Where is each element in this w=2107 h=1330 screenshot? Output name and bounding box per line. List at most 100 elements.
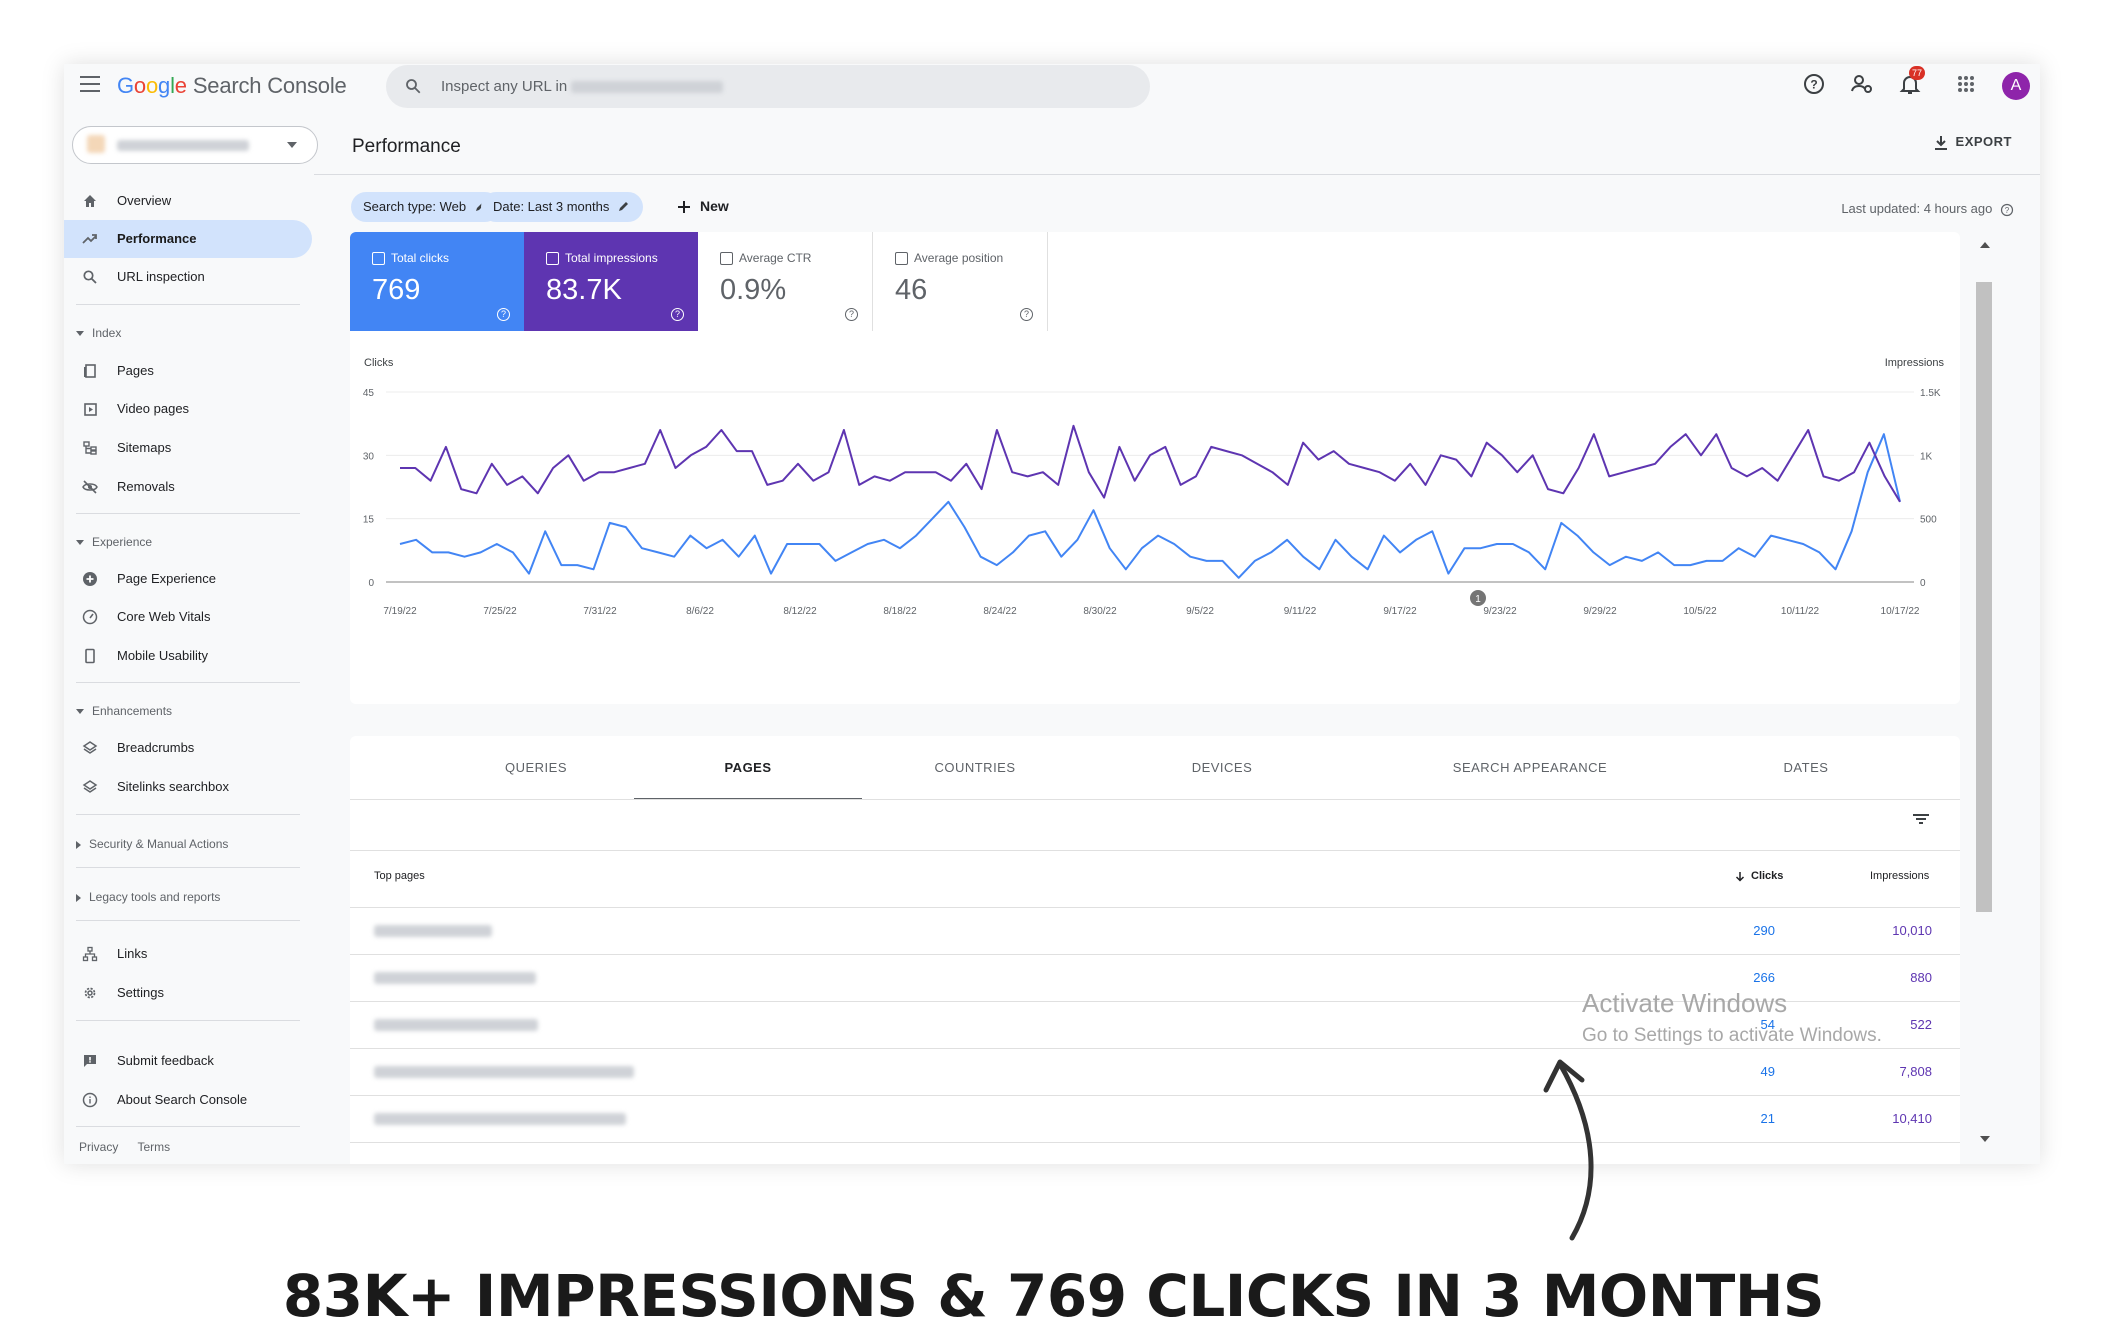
hand-drawn-arrow-icon: [1543, 1059, 1594, 1241]
tab-devices[interactable]: DEVICES: [1191, 760, 1253, 775]
help-icon[interactable]: ?: [2000, 203, 2014, 217]
new-filter-button[interactable]: New: [676, 198, 729, 215]
help-icon[interactable]: ?: [671, 308, 684, 321]
top-bar: Google Search Console Inspect any URL in …: [64, 64, 2040, 108]
tab-countries[interactable]: COUNTRIES: [934, 760, 1016, 775]
cell-clicks: 54: [1760, 1017, 1775, 1032]
tab-dates[interactable]: DATES: [1783, 760, 1829, 775]
url-inspect-search[interactable]: Inspect any URL in: [386, 65, 1150, 108]
scrollbar[interactable]: [1974, 232, 1994, 1148]
privacy-link[interactable]: Privacy: [79, 1140, 119, 1154]
sidebar-item-overview[interactable]: Overview: [64, 182, 312, 220]
menu-icon[interactable]: [80, 76, 100, 92]
sidebar-item-mobile-usability[interactable]: Mobile Usability: [64, 637, 312, 675]
sidebar-item-removals[interactable]: Removals: [64, 468, 312, 506]
checkbox-checked-icon: [372, 252, 385, 266]
metric-average-ctr[interactable]: Average CTR 0.9% ?: [698, 232, 873, 331]
section-enhancements[interactable]: Enhancements: [76, 704, 172, 718]
search-icon: [83, 270, 97, 284]
performance-line-chart[interactable]: Clicks Impressions 0 15 30 45 0 500 1K 1.5K 7/…: [350, 344, 1960, 694]
sidebar-item-sitemaps[interactable]: Sitemaps: [64, 429, 312, 467]
home-icon: [84, 195, 96, 207]
main-content: Performance EXPORT Search type: Web Date…: [314, 108, 2040, 1164]
y-tick-label-right: 1K: [1920, 451, 1933, 462]
page-url-redacted[interactable]: [374, 925, 492, 937]
dimension-table-card: QUERIES PAGES COUNTRIES DEVICES SEARCH A…: [350, 736, 1960, 1164]
y-axis-left-label: Clicks: [364, 357, 394, 369]
divider: [76, 867, 300, 868]
logo[interactable]: Google Search Console: [117, 73, 347, 98]
notification-badge: 77: [1909, 66, 1925, 80]
notifications-icon[interactable]: 77: [1896, 66, 1925, 98]
page-title: Performance: [352, 136, 461, 157]
y-tick-label-left: 45: [363, 388, 375, 399]
divider: [350, 850, 1960, 851]
table-row[interactable]: 54 522: [350, 1002, 1960, 1049]
help-icon[interactable]: ?: [1020, 308, 1033, 321]
metric-total-impressions[interactable]: Total impressions 83.7K ?: [524, 232, 698, 331]
section-legacy-tools[interactable]: Legacy tools and reports: [76, 890, 220, 904]
manage-users-icon[interactable]: [1848, 70, 1876, 98]
terms-link[interactable]: Terms: [137, 1140, 171, 1154]
property-selector[interactable]: [72, 126, 318, 164]
column-header-clicks[interactable]: Clicks: [1735, 870, 1783, 882]
page-url-redacted[interactable]: [374, 1066, 634, 1078]
sidebar-item-about[interactable]: About Search Console: [64, 1081, 312, 1119]
divider: [350, 1001, 1960, 1002]
table-row[interactable]: 266 880: [350, 955, 1960, 1002]
scroll-down-icon[interactable]: [1980, 1136, 1990, 1142]
section-security[interactable]: Security & Manual Actions: [76, 837, 228, 851]
filter-icon[interactable]: [1912, 812, 1930, 826]
avatar[interactable]: A: [2002, 72, 2030, 100]
table-row[interactable]: 49 7,808: [350, 1049, 1960, 1096]
sort-down-icon: [1735, 871, 1745, 882]
tab-pages[interactable]: PAGES: [724, 760, 772, 775]
scrollbar-thumb[interactable]: [1976, 282, 1992, 912]
apps-grid-icon[interactable]: [1952, 70, 1980, 98]
caption: 83K+ IMPRESSIONS & 769 CLICKS IN 3 MONTH…: [282, 1262, 1825, 1330]
svg-text:?: ?: [1810, 78, 1817, 92]
divider: [76, 513, 300, 514]
page-url-redacted[interactable]: [374, 1113, 626, 1125]
sidebar-item-url-inspection[interactable]: URL inspection: [64, 258, 312, 296]
edit-icon: [619, 202, 629, 211]
metric-average-position[interactable]: Average position 46 ?: [873, 232, 1048, 331]
scroll-up-icon[interactable]: [1980, 242, 1990, 248]
page-url-redacted[interactable]: [374, 972, 536, 984]
export-button[interactable]: EXPORT: [1934, 134, 2012, 151]
info-icon: [82, 1092, 98, 1108]
chevron-down-icon: [287, 142, 297, 148]
help-icon[interactable]: ?: [1800, 70, 1828, 98]
metric-value: 0.9%: [720, 274, 787, 306]
sidebar-item-submit-feedback[interactable]: Submit feedback: [64, 1042, 312, 1080]
section-index[interactable]: Index: [76, 326, 121, 340]
sidebar-item-links[interactable]: Links: [64, 935, 312, 973]
metric-value: 46: [895, 274, 928, 306]
sidebar-item-page-experience[interactable]: Page Experience: [64, 560, 312, 598]
sidebar-item-pages[interactable]: Pages: [64, 352, 312, 390]
sidebar-item-core-web-vitals[interactable]: Core Web Vitals: [64, 598, 312, 636]
sidebar-item-performance[interactable]: Performance: [64, 220, 312, 258]
page-url-redacted[interactable]: [374, 1019, 538, 1031]
column-header-impressions[interactable]: Impressions: [1870, 870, 1930, 882]
metric-total-clicks[interactable]: Total clicks 769 ?: [350, 232, 524, 331]
sidebar-item-breadcrumbs[interactable]: Breadcrumbs: [64, 729, 312, 767]
section-experience[interactable]: Experience: [76, 535, 152, 549]
sidebar-item-settings[interactable]: Settings: [64, 974, 312, 1012]
x-tick-label: 9/23/22: [1483, 606, 1517, 617]
download-icon: [1934, 135, 1947, 150]
sidebar-item-video-pages[interactable]: Video pages: [64, 390, 312, 428]
divider: [76, 814, 300, 815]
help-icon[interactable]: ?: [845, 308, 858, 321]
filter-chip-date[interactable]: Date: Last 3 months: [481, 192, 644, 222]
table-row[interactable]: 290 10,010: [350, 908, 1960, 955]
help-icon[interactable]: ?: [497, 308, 510, 321]
activate-windows-watermark: Activate Windows Go to Settings to activ…: [1582, 988, 1882, 1046]
tab-queries[interactable]: QUERIES: [504, 760, 567, 775]
table-row[interactable]: 21 10,410: [350, 1096, 1960, 1143]
tab-search-appearance[interactable]: SEARCH APPEARANCE: [1452, 760, 1608, 775]
x-tick-label: 7/19/22: [383, 606, 417, 617]
filter-chip-search-type[interactable]: Search type: Web: [351, 192, 501, 222]
annotation-marker[interactable]: 1: [1470, 590, 1486, 606]
sidebar-item-sitelinks-searchbox[interactable]: Sitelinks searchbox: [64, 768, 312, 806]
